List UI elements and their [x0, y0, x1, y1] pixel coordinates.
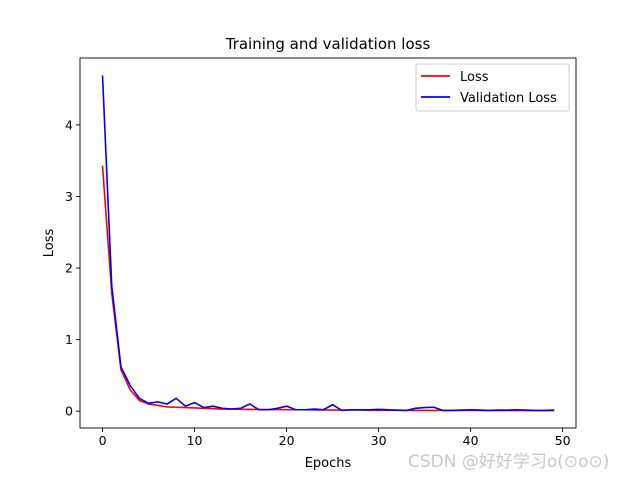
legend: Loss Validation Loss [415, 63, 570, 112]
y-tick-label: 0 [65, 404, 73, 419]
x-tick-label: 30 [371, 433, 387, 448]
x-axis: 0 10 20 30 40 50 [99, 428, 571, 448]
y-axis-label: Loss [42, 229, 57, 258]
legend-label-1: Validation Loss [460, 91, 557, 106]
x-tick-label: 0 [99, 433, 107, 448]
y-tick-label: 4 [65, 117, 73, 132]
y-tick-label: 2 [65, 261, 73, 276]
legend-frame [415, 63, 570, 112]
series-line-1 [101, 75, 555, 412]
series-line-0 [101, 165, 555, 412]
x-tick-label: 10 [187, 433, 203, 448]
plot-area [79, 57, 577, 429]
y-axis: 0 1 2 3 4 [65, 117, 80, 419]
y-tick-label: 1 [65, 332, 73, 347]
legend-label-0: Loss [460, 70, 489, 85]
x-tick-label: 40 [463, 433, 479, 448]
series-lines [101, 75, 555, 412]
y-tick-label: 3 [65, 189, 73, 204]
x-axis-label: Epochs [305, 456, 352, 471]
chart-title: Training and validation loss [225, 35, 431, 53]
x-tick-label: 20 [279, 433, 295, 448]
x-tick-label: 50 [555, 433, 571, 448]
watermark: CSDN @好好学习o(⊙o⊙) [408, 452, 609, 472]
plot-frame [79, 57, 577, 429]
